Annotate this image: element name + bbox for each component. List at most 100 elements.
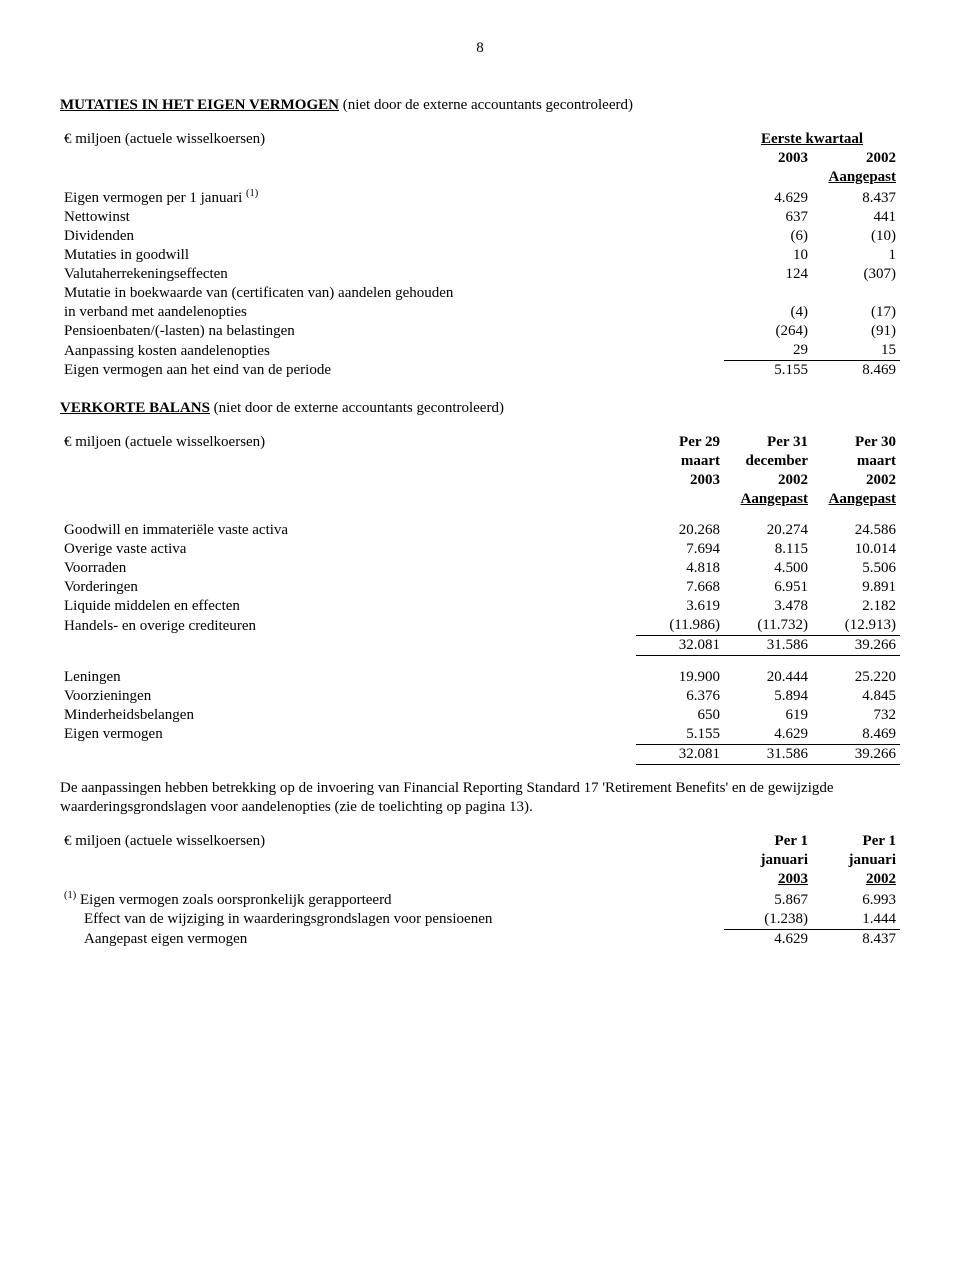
- table-cell: 4.629: [724, 187, 812, 208]
- table-cell: (91): [812, 322, 900, 341]
- section2-title: VERKORTE BALANS (niet door de externe ac…: [60, 400, 900, 417]
- table-cell: 8.437: [812, 187, 900, 208]
- table-cell: 7.668: [636, 578, 724, 597]
- table-cell: 20.444: [724, 668, 812, 687]
- table-cell: [812, 284, 900, 303]
- table-cell: 9.891: [812, 578, 900, 597]
- h-c2-l3: 2002: [724, 471, 812, 490]
- table-cell: 24.586: [812, 521, 900, 540]
- table-cell: 15: [812, 341, 900, 361]
- table-row-label: Mutatie in boekwaarde van (certificaten …: [60, 284, 724, 303]
- h-c3-l2: maart: [812, 452, 900, 471]
- table-row-label: (1) Eigen vermogen zoals oorspronkelijk …: [60, 889, 724, 910]
- table-cell: (307): [812, 265, 900, 284]
- subtotal-b-v3: 39.266: [812, 744, 900, 764]
- section2-title-underlined: VERKORTE BALANS: [60, 400, 210, 416]
- page-number: 8: [60, 40, 900, 57]
- table-cell: 5.155: [724, 361, 812, 381]
- table-cell: 8.469: [812, 725, 900, 745]
- table-cell: (1.238): [724, 910, 812, 930]
- h-c1-l3: 2003: [636, 471, 724, 490]
- h3-c1-l1: Per 1: [724, 832, 812, 851]
- table-row-label: Voorzieningen: [60, 687, 636, 706]
- subtotal-a-v3: 39.266: [812, 636, 900, 656]
- table-row-label: in verband met aandelenopties: [60, 303, 724, 322]
- table-cell: 10.014: [812, 540, 900, 559]
- header-y2: 2002: [812, 149, 900, 168]
- table-cell: 637: [724, 208, 812, 227]
- table-cell: 124: [724, 265, 812, 284]
- table-cell: (4): [724, 303, 812, 322]
- table-cell: 3.478: [724, 597, 812, 616]
- section1-title: MUTATIES IN HET EIGEN VERMOGEN (niet doo…: [60, 97, 900, 114]
- subtotal-b-v2: 31.586: [724, 744, 812, 764]
- table-cell: 8.115: [724, 540, 812, 559]
- table-cell: 619: [724, 706, 812, 725]
- table-row-label: Goodwill en immateriële vaste activa: [60, 521, 636, 540]
- table-cell: 10: [724, 246, 812, 265]
- table-row-label: Leningen: [60, 668, 636, 687]
- table-cell: 5.155: [636, 725, 724, 745]
- subtotal-a-v2: 31.586: [724, 636, 812, 656]
- table-cell: 7.694: [636, 540, 724, 559]
- table-cell: 2.182: [812, 597, 900, 616]
- table-row-label: Liquide middelen en effecten: [60, 597, 636, 616]
- table-cell: 1: [812, 246, 900, 265]
- table-cell: (264): [724, 322, 812, 341]
- table-row-label: Pensioenbaten/(-lasten) na belastingen: [60, 322, 724, 341]
- table-row-label: Dividenden: [60, 227, 724, 246]
- table-row-label: Voorraden: [60, 559, 636, 578]
- h-c2-l1: Per 31: [724, 433, 812, 452]
- table-cell: 732: [812, 706, 900, 725]
- table-cell: 8.437: [812, 929, 900, 949]
- h-c1-l1: Per 29: [636, 433, 724, 452]
- table-cell: 4.629: [724, 929, 812, 949]
- table-cell: 1.444: [812, 910, 900, 930]
- table-cell: 20.274: [724, 521, 812, 540]
- table-cell: (6): [724, 227, 812, 246]
- header-group: Eerste kwartaal: [724, 130, 900, 149]
- h-c3-l3: 2002: [812, 471, 900, 490]
- table-cell: 4.500: [724, 559, 812, 578]
- h3-c1-l2: januari: [724, 851, 812, 870]
- h3-c2-l1: Per 1: [812, 832, 900, 851]
- header-y1: 2003: [724, 149, 812, 168]
- section2-title-rest: (niet door de externe accountants gecont…: [210, 400, 504, 416]
- currency-label: € miljoen (actuele wisselkoersen): [60, 130, 724, 149]
- table-row-label: Eigen vermogen per 1 januari (1): [60, 187, 724, 208]
- table-cell: 25.220: [812, 668, 900, 687]
- table-cell: (12.913): [812, 616, 900, 636]
- table-cell: 650: [636, 706, 724, 725]
- header-adj: Aangepast: [812, 168, 900, 187]
- table-cell: 5.506: [812, 559, 900, 578]
- table-row-label: Aangepast eigen vermogen: [60, 929, 724, 949]
- table-cell: [724, 284, 812, 303]
- table-cell: 4.845: [812, 687, 900, 706]
- table-cell: 4.629: [724, 725, 812, 745]
- table-cell: 5.894: [724, 687, 812, 706]
- table-cell: 6.951: [724, 578, 812, 597]
- h-c2-l4: Aangepast: [724, 490, 812, 509]
- table-row-label: Eigen vermogen: [60, 725, 636, 745]
- h-c1-l2: maart: [636, 452, 724, 471]
- table-cell: 20.268: [636, 521, 724, 540]
- table-cell: 4.818: [636, 559, 724, 578]
- table-cell: 19.900: [636, 668, 724, 687]
- table-cell: 6.993: [812, 889, 900, 910]
- table-cell: 6.376: [636, 687, 724, 706]
- h-c3-l1: Per 30: [812, 433, 900, 452]
- table-cell: 441: [812, 208, 900, 227]
- h3-c2-l3: 2002: [812, 870, 900, 889]
- table-row-label: Mutaties in goodwill: [60, 246, 724, 265]
- table-cell: (11.986): [636, 616, 724, 636]
- table-row-label: Eigen vermogen aan het eind van de perio…: [60, 361, 724, 381]
- table-cell: 29: [724, 341, 812, 361]
- currency-label: € miljoen (actuele wisselkoersen): [60, 433, 636, 509]
- table-row-label: Nettowinst: [60, 208, 724, 227]
- h-c2-l2: december: [724, 452, 812, 471]
- section3-table: € miljoen (actuele wisselkoersen) Per 1 …: [60, 832, 900, 949]
- table-cell: (10): [812, 227, 900, 246]
- table-cell: (17): [812, 303, 900, 322]
- table-cell: (11.732): [724, 616, 812, 636]
- h3-c2-l2: januari: [812, 851, 900, 870]
